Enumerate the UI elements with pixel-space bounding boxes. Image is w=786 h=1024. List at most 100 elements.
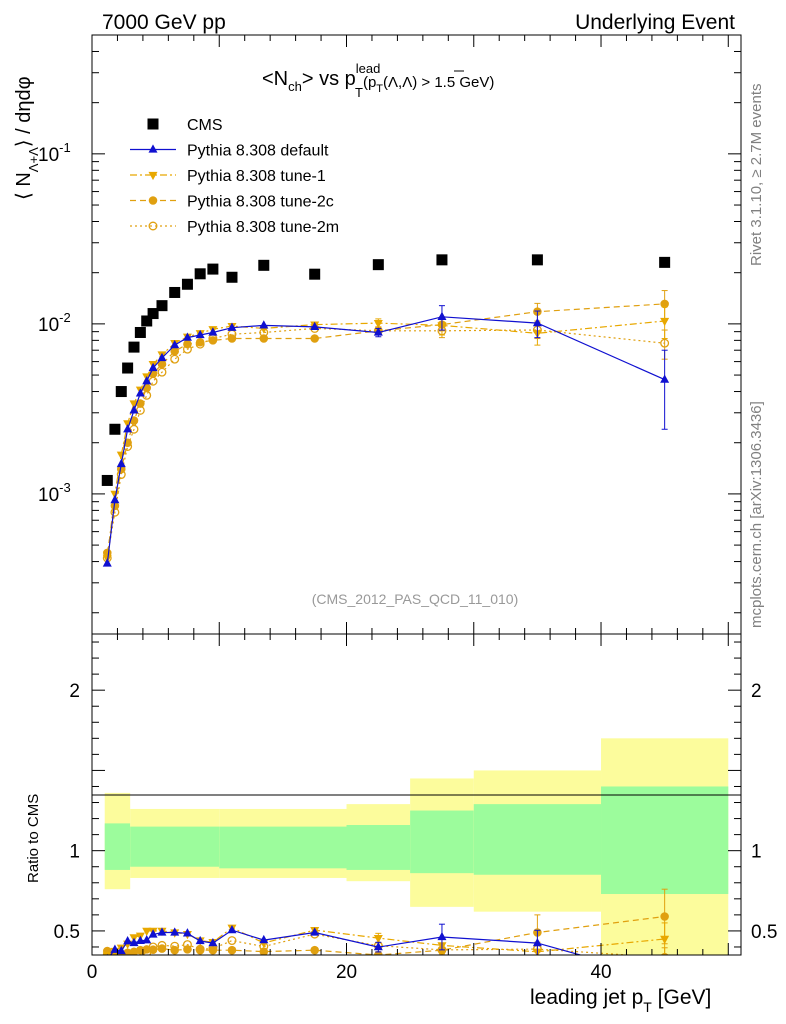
ratio-point xyxy=(112,954,117,955)
main-point xyxy=(129,405,139,414)
main-point xyxy=(660,317,670,327)
ratio-ylabel: Ratio to CMS xyxy=(25,794,42,883)
main-point xyxy=(310,334,319,343)
main-point xyxy=(135,388,145,397)
ratio-point xyxy=(130,953,138,955)
legend-label: Pythia 8.308 tune-2m xyxy=(187,219,339,236)
main-point xyxy=(660,299,669,309)
legend-label: Pythia 8.308 tune-2c xyxy=(187,194,334,211)
ratio-point xyxy=(310,927,320,936)
main-point xyxy=(659,256,671,268)
main-point xyxy=(147,308,159,320)
ratio-point xyxy=(170,945,179,955)
main-line-pythia-8-308-tune-2m xyxy=(106,327,665,559)
main-point xyxy=(437,311,447,320)
main-point xyxy=(208,336,218,345)
main-point xyxy=(532,317,542,327)
main-point xyxy=(102,558,112,567)
main-point xyxy=(170,339,180,349)
main-series-pythia-8-308-tune-2m xyxy=(102,321,670,563)
title-cut-a: (p xyxy=(363,74,376,91)
legend-item-pythia-8-308-tune-1: Pythia 8.308 tune-1 xyxy=(130,168,326,185)
main-point xyxy=(134,326,146,338)
main-point xyxy=(123,424,133,433)
ratio-y-tick-label-right: 2 xyxy=(751,681,762,702)
ratio-y-tick-label: 1 xyxy=(69,842,80,863)
main-point xyxy=(136,399,145,408)
ratio-point xyxy=(373,941,383,951)
main-point xyxy=(169,286,181,298)
ratio-point xyxy=(170,927,180,936)
ratio-band-inner xyxy=(104,823,131,870)
mcplots-label: mcplots.cern.ch [arXiv:1306.3436] xyxy=(748,401,765,628)
main-point xyxy=(259,334,269,343)
main-point xyxy=(115,386,127,398)
xlabel: leading jet pT [GeV] xyxy=(530,986,711,1015)
ratio-y-tick-label: 0.5 xyxy=(54,922,80,943)
legend-marker xyxy=(148,144,158,153)
ratio-point xyxy=(532,937,542,947)
main-point xyxy=(157,359,167,369)
main-point xyxy=(170,347,179,356)
legend-marker xyxy=(148,196,158,205)
legend-marker xyxy=(147,118,159,130)
main-point xyxy=(156,300,168,312)
ratio-series-layer xyxy=(102,888,670,955)
ratio-y-tick-label: 2 xyxy=(69,681,80,702)
legend-label: Pythia 8.308 default xyxy=(187,143,329,160)
ratio-band-inner xyxy=(410,810,474,874)
ratio-point xyxy=(208,945,218,955)
ratio-point xyxy=(259,934,269,944)
header-left: 7000 GeV pp xyxy=(102,11,226,34)
title-cut-b: (Λ,Λ) > 1.5 GeV) xyxy=(383,74,494,91)
legend-item-cms: CMS xyxy=(147,117,223,134)
ratio-band-inner xyxy=(219,826,347,869)
ratio-band-inner xyxy=(601,786,729,895)
ratio-point xyxy=(227,945,237,955)
ratio-point xyxy=(123,936,133,945)
ratio-point xyxy=(142,935,152,944)
main-point xyxy=(660,338,670,348)
ratio-point xyxy=(123,948,132,955)
ratio-point xyxy=(227,936,237,946)
ratio-line-pythia-8-308-tune-2m xyxy=(107,933,638,955)
main-point xyxy=(157,352,167,362)
main-point xyxy=(207,263,219,275)
main-point xyxy=(208,327,218,336)
main-point xyxy=(436,254,448,266)
ratio-y-tick-label-right: 0.5 xyxy=(751,922,777,943)
main-point xyxy=(372,259,384,271)
ratio-point xyxy=(259,947,269,955)
ratio-point xyxy=(660,935,670,945)
legend-marker xyxy=(148,171,158,181)
main-point xyxy=(101,474,113,486)
main-point xyxy=(129,400,139,409)
ratio-point xyxy=(116,945,126,955)
ratio-point xyxy=(118,953,125,955)
ratio-point xyxy=(373,934,383,944)
rivet-label: Rivet 3.1.10, ≥ 2.7M events xyxy=(748,84,765,267)
main-point xyxy=(128,341,140,353)
legend-item-pythia-8-308-default: Pythia 8.308 default xyxy=(130,143,329,160)
main-point xyxy=(259,320,269,329)
ratio-band-inner xyxy=(130,826,220,867)
main-point xyxy=(227,322,237,331)
ratio-point xyxy=(135,935,145,945)
ratio-point xyxy=(148,945,158,954)
main-point xyxy=(148,362,158,372)
x-tick-label: 40 xyxy=(590,962,611,983)
ratio-series-pythia-8-308-tune-1 xyxy=(102,922,670,955)
title-prefix-sub: ch xyxy=(288,79,302,94)
legend: CMS Pythia 8.308 default Pythia 8.308 tune… xyxy=(130,117,339,236)
main-point xyxy=(195,329,205,339)
ratio-point xyxy=(195,935,205,945)
ratio-point xyxy=(183,945,192,954)
ratio-point xyxy=(195,945,205,955)
main-y-tick-label: 10-2 xyxy=(38,310,71,336)
main-point xyxy=(110,494,120,504)
ratio-point xyxy=(660,912,669,921)
ratio-series-pythia-8-308-default xyxy=(106,923,583,955)
ratio-band-inner xyxy=(473,804,602,875)
main-point xyxy=(194,268,206,280)
axis-ticks: 0 20 40 10-3 10-2 10-1 0.5 0.5 1 1 2 2 xyxy=(38,34,777,983)
